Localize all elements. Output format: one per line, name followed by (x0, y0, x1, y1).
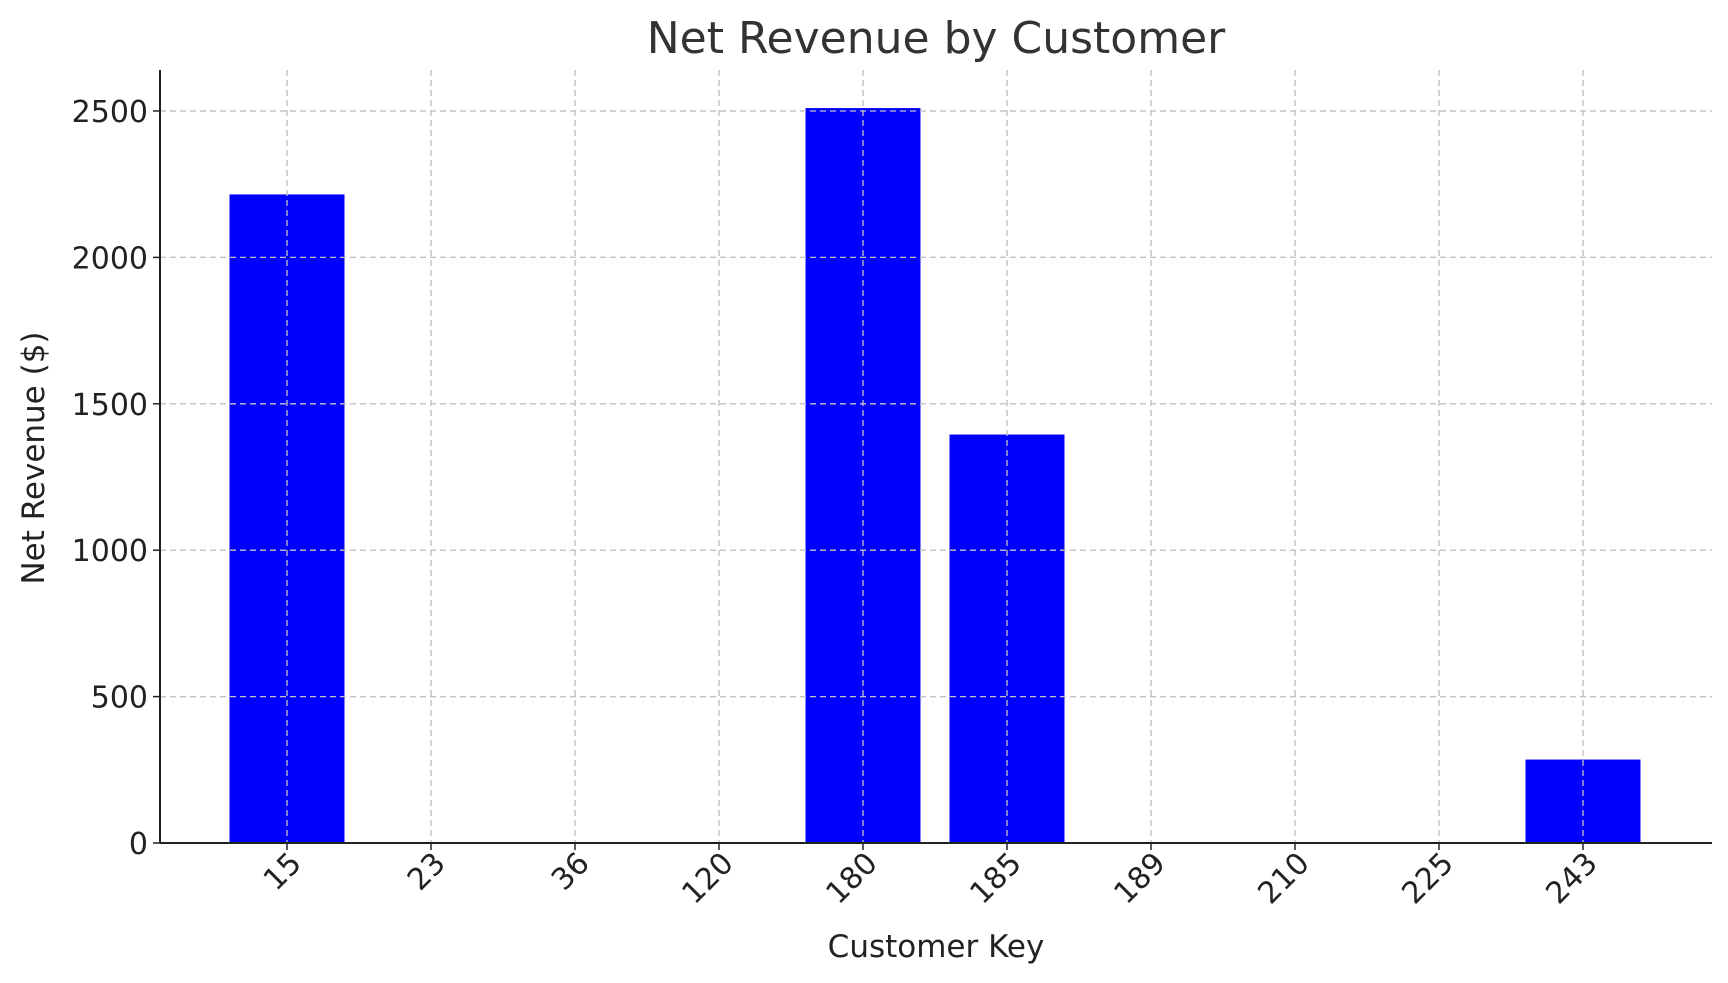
y-tick-label: 1500 (72, 388, 148, 423)
bars (160, 70, 1712, 844)
y-tick-label: 500 (91, 681, 148, 716)
chart-title: Net Revenue by Customer (647, 13, 1226, 64)
axes (153, 70, 1712, 850)
y-tick-label: 1000 (72, 534, 148, 569)
y-axis-label: Net Revenue ($) (16, 331, 52, 584)
y-tick-label: 2000 (72, 241, 148, 276)
y-tick-label: 2500 (72, 95, 148, 130)
x-axis-label: Customer Key (828, 929, 1045, 965)
y-tick-label: 0 (129, 827, 148, 862)
